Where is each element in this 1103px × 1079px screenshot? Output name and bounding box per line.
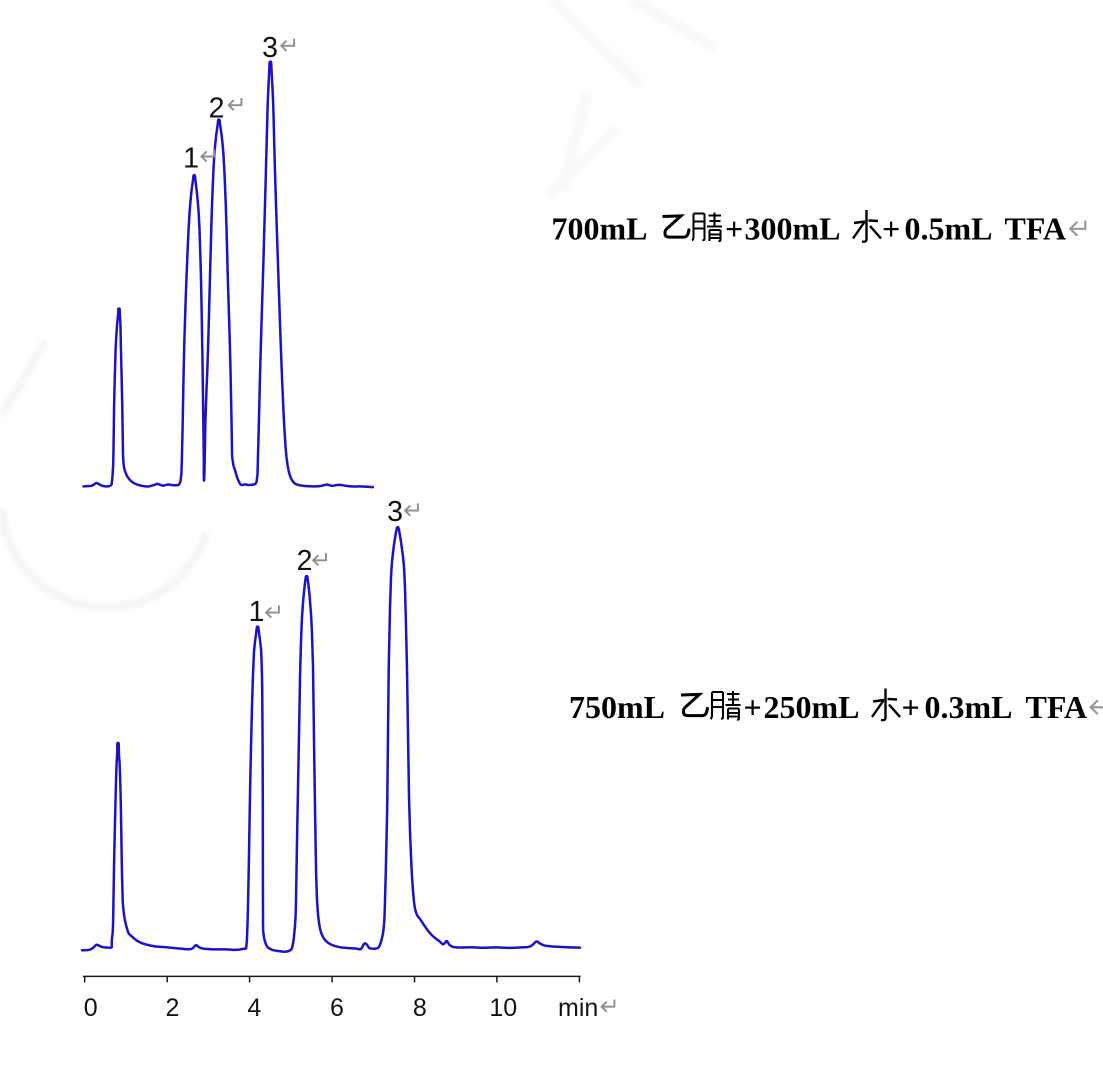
svg-text:TFA: TFA — [1026, 689, 1088, 725]
svg-text:750mL: 750mL — [569, 689, 665, 725]
svg-text:10: 10 — [489, 994, 517, 1022]
svg-text:2: 2 — [209, 93, 225, 125]
svg-text:2: 2 — [166, 994, 180, 1022]
svg-text:0.5mL: 0.5mL — [905, 211, 993, 247]
svg-text:1: 1 — [183, 143, 199, 175]
svg-text:2: 2 — [297, 545, 313, 577]
svg-text:8: 8 — [413, 994, 427, 1022]
svg-text:250mL: 250mL — [764, 689, 860, 725]
svg-text:min: min — [558, 994, 598, 1022]
svg-text:+: + — [744, 689, 762, 725]
svg-text:6: 6 — [330, 994, 344, 1022]
svg-text:+: + — [882, 211, 900, 247]
svg-text:1: 1 — [249, 596, 265, 628]
svg-text:3: 3 — [387, 496, 403, 528]
svg-text:+: + — [725, 211, 743, 247]
svg-text:+: + — [902, 689, 920, 725]
svg-text:4: 4 — [247, 994, 261, 1022]
svg-text:0.3mL: 0.3mL — [925, 689, 1013, 725]
svg-text:0: 0 — [84, 994, 98, 1022]
svg-text:300mL: 300mL — [745, 211, 841, 247]
svg-text:TFA: TFA — [1005, 211, 1067, 247]
svg-text:700mL: 700mL — [552, 211, 648, 247]
svg-text:3: 3 — [262, 32, 278, 64]
